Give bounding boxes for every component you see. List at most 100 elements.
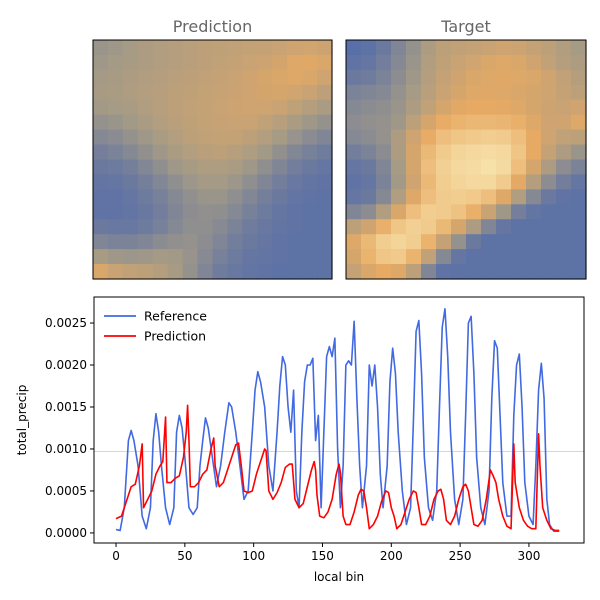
heatmap-cell xyxy=(466,144,482,161)
heatmap-cell xyxy=(541,234,557,250)
heatmap-cell xyxy=(122,159,139,176)
heatmap-cell xyxy=(361,40,377,56)
heatmap-cell xyxy=(182,204,199,220)
heatmap-cell xyxy=(182,159,199,176)
heatmap-title-prediction: Prediction xyxy=(173,17,252,36)
heatmap-cell xyxy=(257,40,273,56)
heatmap-cell xyxy=(451,264,467,280)
heatmap-cell xyxy=(481,129,497,146)
heatmap-cell xyxy=(152,174,169,190)
heatmap-cell xyxy=(376,84,392,101)
heatmap-cell xyxy=(302,54,318,71)
y-axis: 0.0000 0.0005 0.0010 0.0015 0.0020 0.0025 xyxy=(45,316,94,540)
heatmap-cell xyxy=(242,114,258,131)
heatmap-cell xyxy=(302,84,318,101)
heatmap-cell xyxy=(197,264,214,280)
heatmap-cell xyxy=(287,189,303,205)
heatmap-cell xyxy=(167,204,184,220)
heatmap-cell xyxy=(137,129,154,146)
heatmap-cell xyxy=(361,99,377,116)
heatmap-cell xyxy=(376,264,392,280)
heatmap-cell xyxy=(436,144,452,161)
heatmap-cell xyxy=(152,54,169,71)
heatmap-prediction xyxy=(93,40,333,280)
heatmap-cell xyxy=(391,54,407,71)
heatmap-cell xyxy=(376,114,392,131)
heatmap-cell xyxy=(93,54,109,71)
heatmap-cell xyxy=(242,69,258,86)
heatmap-cell xyxy=(406,159,422,176)
heatmap-cell xyxy=(227,234,243,250)
heatmap-cell xyxy=(227,189,243,205)
heatmap-cell xyxy=(257,189,273,205)
heatmap-cell xyxy=(227,54,243,71)
heatmap-cell xyxy=(391,159,407,176)
heatmap-cell xyxy=(287,84,303,101)
series-line-prediction xyxy=(115,404,560,532)
heatmap-cell xyxy=(257,69,273,86)
heatmap-cell xyxy=(197,84,214,101)
heatmap-cell xyxy=(451,159,467,176)
heatmap-cell xyxy=(122,189,139,205)
heatmap-cell xyxy=(287,114,303,131)
heatmap-cell xyxy=(481,144,497,161)
heatmap-cell xyxy=(167,99,184,116)
heatmap-cell xyxy=(227,204,243,220)
heatmap-cell xyxy=(242,219,258,235)
heatmap-cell xyxy=(242,264,258,280)
heatmap-cell xyxy=(272,174,288,190)
heatmap-cell xyxy=(421,264,437,280)
heatmap-cell xyxy=(122,99,139,116)
heatmap-cell xyxy=(197,234,214,250)
heatmap-cell xyxy=(511,264,527,280)
heatmap-cell xyxy=(287,249,303,265)
heatmap-cell xyxy=(406,114,422,131)
heatmap-cell xyxy=(541,159,557,176)
heatmap-cell xyxy=(182,189,199,205)
heatmap-cell xyxy=(376,129,392,146)
heatmap-cell xyxy=(376,219,392,235)
heatmap-cell xyxy=(93,159,109,176)
heatmap-cell xyxy=(302,40,318,56)
heatmap-cell xyxy=(287,219,303,235)
heatmap-cell xyxy=(421,249,437,265)
x-tick-label: 250 xyxy=(449,549,472,563)
heatmap-cell xyxy=(571,69,587,86)
heatmap-cell xyxy=(167,54,184,71)
heatmap-cell xyxy=(406,99,422,116)
heatmap-cell xyxy=(152,189,169,205)
heatmap-cell xyxy=(481,204,497,220)
heatmap-cell xyxy=(496,159,512,176)
heatmap-cell xyxy=(272,264,288,280)
heatmap-cell xyxy=(287,99,303,116)
heatmap-cell xyxy=(451,144,467,161)
heatmap-cell xyxy=(526,249,542,265)
heatmap-cell xyxy=(511,159,527,176)
heatmap-cell xyxy=(257,174,273,190)
legend: Reference Prediction xyxy=(104,309,207,344)
heatmap-cell xyxy=(212,174,229,190)
heatmap-cell xyxy=(227,69,243,86)
heatmap-cell xyxy=(496,114,512,131)
heatmap-cell xyxy=(137,219,154,235)
heatmap-cell xyxy=(302,189,318,205)
heatmap-cell xyxy=(302,204,318,220)
heatmap-cell xyxy=(317,234,333,250)
heatmap-cell xyxy=(152,219,169,235)
heatmap-cell xyxy=(391,84,407,101)
heatmap-cell xyxy=(556,40,572,56)
heatmap-cell xyxy=(137,264,154,280)
heatmap-cell xyxy=(406,219,422,235)
heatmap-cell xyxy=(227,114,243,131)
heatmap-cell xyxy=(346,69,362,86)
heatmap-cell xyxy=(107,40,124,56)
heatmap-cell xyxy=(242,204,258,220)
heatmap-cell xyxy=(227,264,243,280)
heatmap-cell xyxy=(287,144,303,161)
heatmap-cell xyxy=(421,189,437,205)
heatmap-cell xyxy=(197,159,214,176)
heatmap-cell xyxy=(212,54,229,71)
heatmap-cell xyxy=(451,189,467,205)
heatmap-cell xyxy=(376,54,392,71)
heatmap-cell xyxy=(122,129,139,146)
